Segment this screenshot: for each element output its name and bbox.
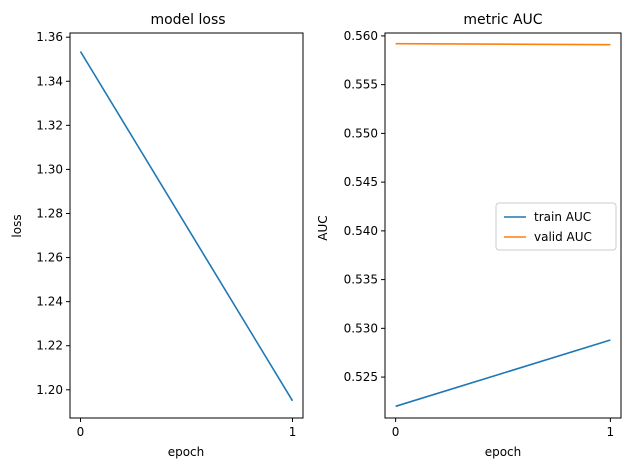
series-line [79, 51, 294, 402]
y-tick-label: 1.26 [36, 251, 63, 265]
y-tick-label: 0.545 [344, 175, 378, 189]
y-tick-label: 0.535 [344, 273, 378, 287]
x-axis-label: epoch [485, 445, 522, 459]
y-tick-label: 0.550 [344, 126, 378, 140]
chart-metric-auc: metric AUC epoch AUC 0 1 0.525 0.530 0.535 0.… [316, 12, 622, 459]
y-tick-label: 0.560 [344, 29, 378, 43]
y-tick-label: 1.34 [36, 74, 63, 88]
chart-title: model loss [150, 12, 225, 28]
legend-label: train AUC [534, 210, 591, 224]
x-tick-label: 1 [289, 425, 297, 439]
y-axis-label: AUC [316, 215, 330, 240]
legend-box [495, 202, 617, 251]
plot-area [69, 32, 304, 419]
chart-model-loss: model loss epoch loss 0 1 1.20 1.22 1.24 1.26… [10, 12, 304, 459]
y-tick-label: 1.24 [36, 295, 63, 309]
y-tick-label: 1.20 [36, 383, 63, 397]
y-tick-label: 1.32 [36, 118, 63, 132]
y-tick-label: 0.530 [344, 321, 378, 335]
series-line [395, 42, 611, 46]
x-tick-label: 0 [77, 425, 85, 439]
y-axis-label: loss [10, 214, 24, 237]
y-tick-label: 1.28 [36, 206, 63, 220]
y-tick-label: 1.36 [36, 30, 63, 44]
series-line [395, 339, 611, 408]
y-tick-label: 0.555 [344, 78, 378, 92]
x-axis-label: epoch [168, 445, 205, 459]
y-tick-label: 0.540 [344, 224, 378, 238]
chart-title: metric AUC [463, 12, 542, 28]
x-tick-label: 1 [607, 425, 615, 439]
x-tick-label: 0 [392, 425, 400, 439]
y-tick-label: 0.525 [344, 370, 378, 384]
y-tick-label: 1.22 [36, 339, 63, 353]
plot-area [384, 32, 622, 419]
legend-label: valid AUC [534, 230, 592, 244]
y-tick-label: 1.30 [36, 162, 63, 176]
